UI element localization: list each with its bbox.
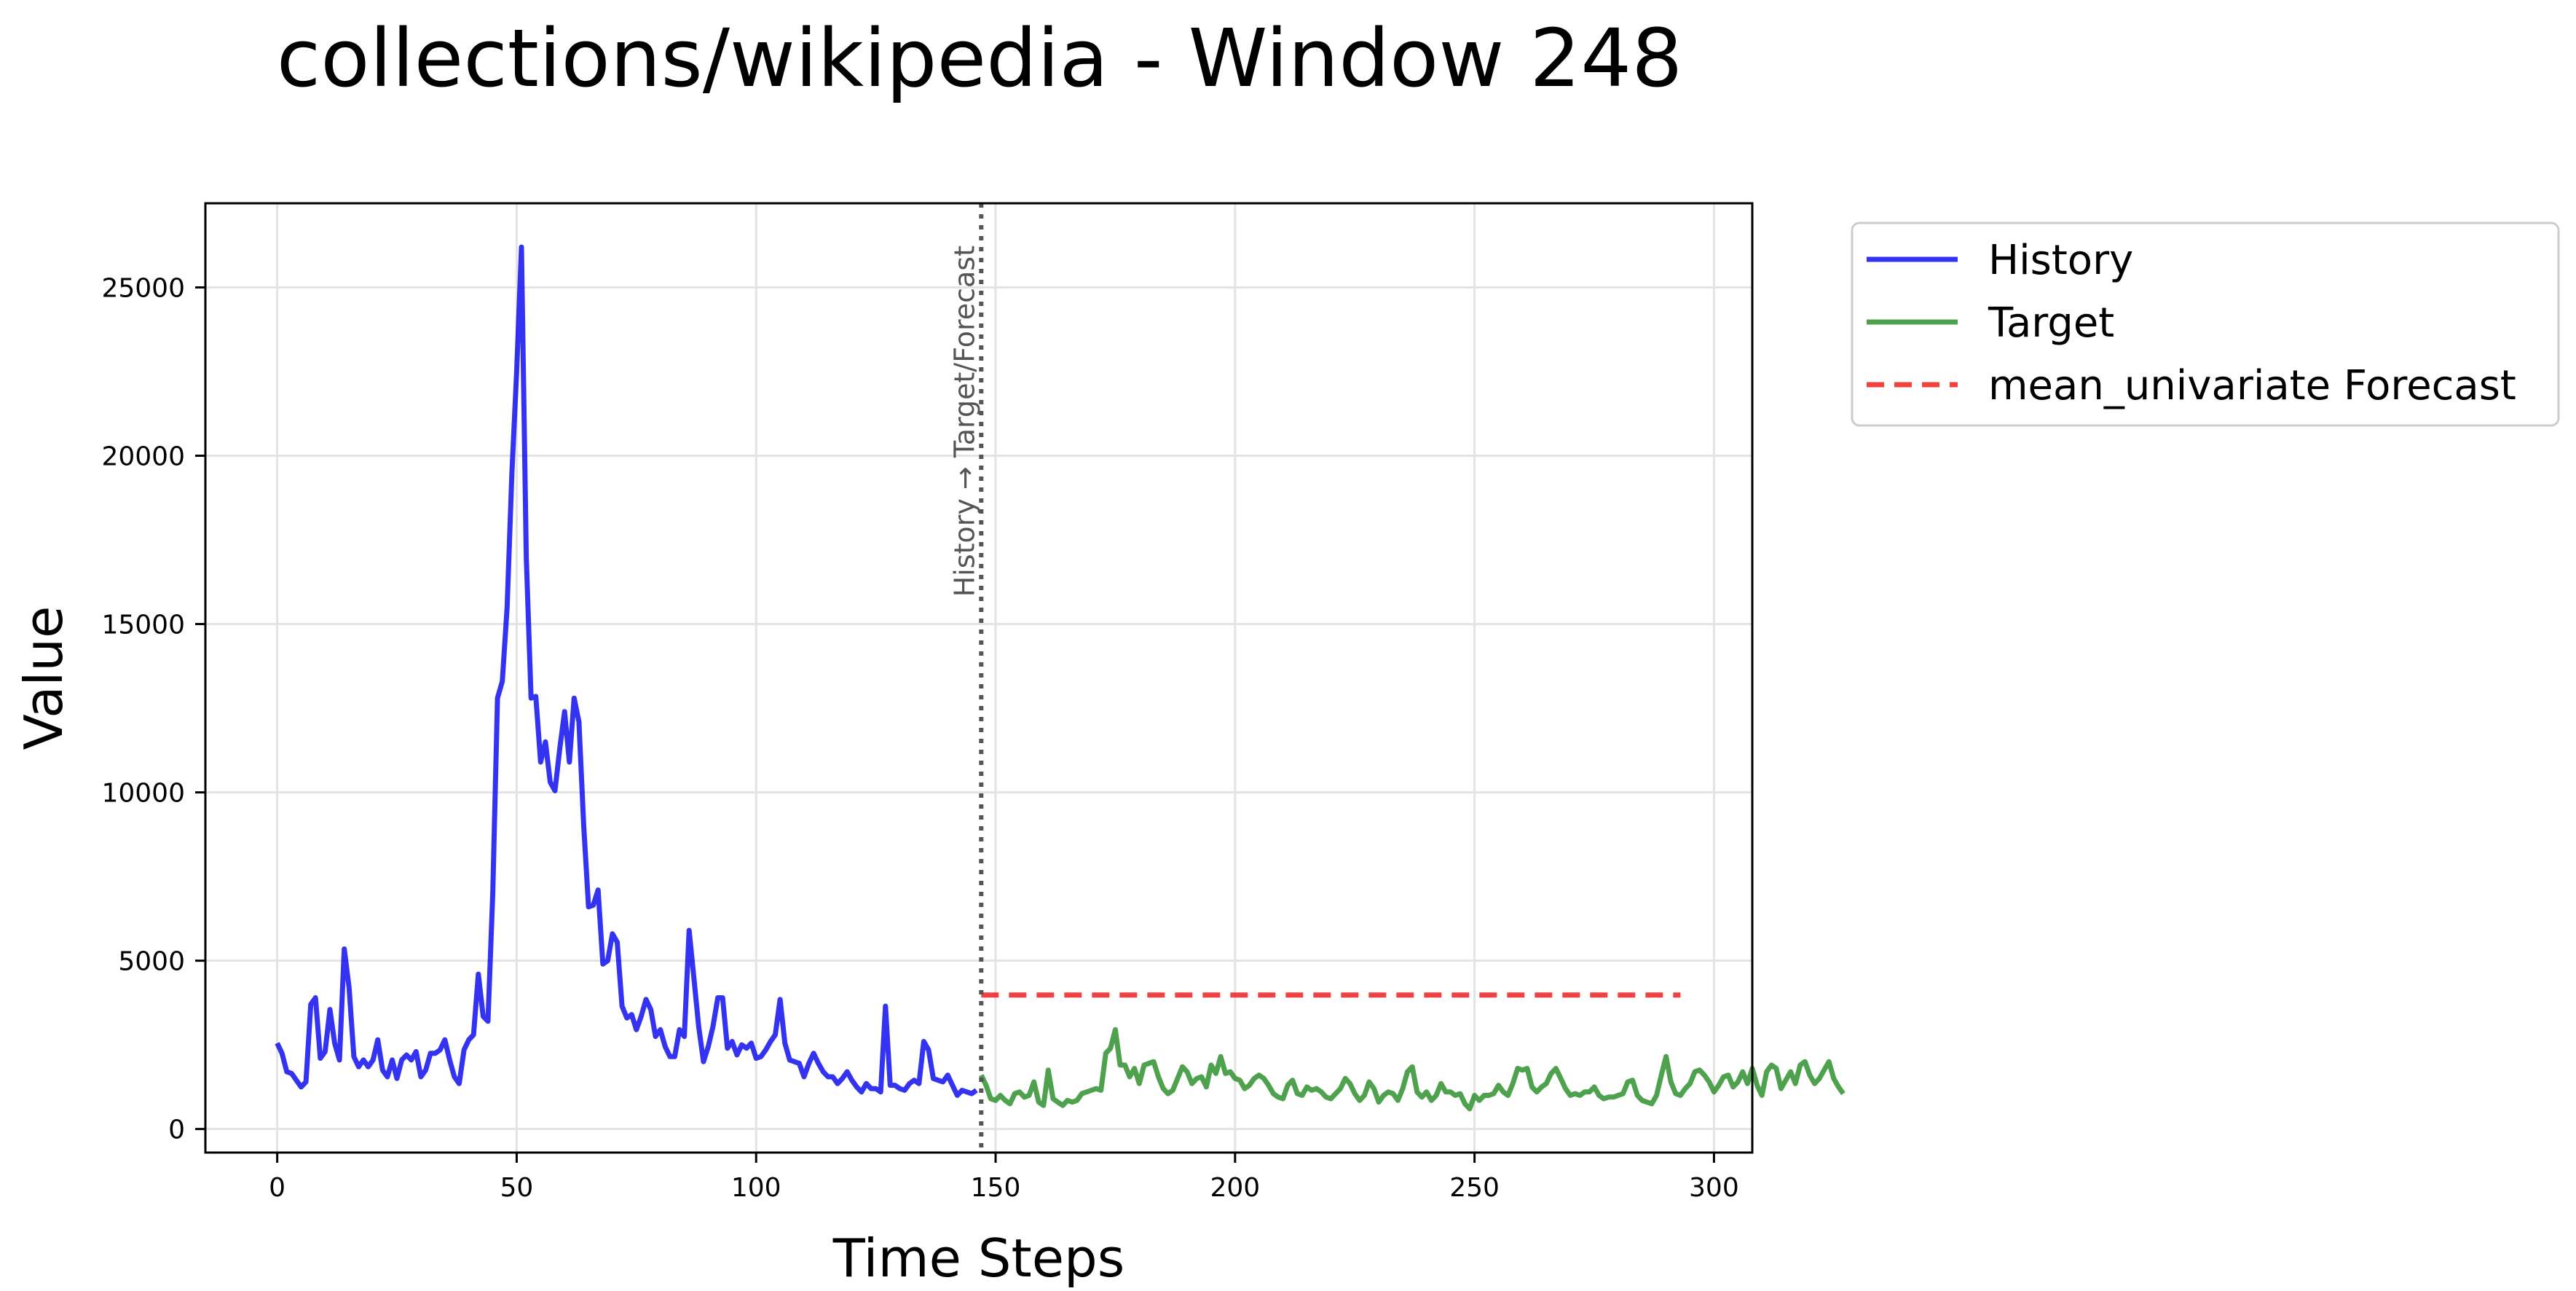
split-annotation: History → Target/Forecast: [948, 246, 980, 597]
y-tick-label: 5000: [118, 947, 185, 977]
legend-label-mean-univariate-forecast: mean_univariate Forecast: [1988, 362, 2516, 409]
y-axis-ticks: 0 5000 10000 15000 20000 25000: [101, 274, 205, 1145]
y-tick-label: 15000: [101, 611, 185, 640]
y-tick-label: 20000: [101, 442, 185, 472]
x-tick-label: 50: [500, 1173, 534, 1203]
x-axis-label: Time Steps: [832, 1228, 1125, 1289]
x-axis-ticks: 0 50 100 150 200 250 300: [269, 1153, 1739, 1203]
legend-label-target: Target: [1988, 299, 2114, 347]
split-marker: History → Target/Forecast: [948, 203, 984, 1153]
y-tick-label: 10000: [101, 779, 185, 809]
x-tick-label: 150: [971, 1173, 1021, 1203]
legend-label-history: History: [1988, 237, 2133, 284]
x-tick-label: 100: [731, 1173, 781, 1203]
x-tick-label: 250: [1449, 1173, 1500, 1203]
y-axis-label: Value: [13, 606, 74, 750]
x-tick-label: 300: [1689, 1173, 1739, 1203]
y-tick-label: 25000: [101, 274, 185, 304]
grid: [205, 203, 1752, 1153]
y-tick-label: 0: [168, 1115, 185, 1145]
plot-frame: [204, 202, 1754, 1154]
series-line-history: [275, 244, 978, 1098]
chart-title: collections/wikipedia - Window 248: [277, 12, 1682, 105]
series-layer: [275, 244, 1846, 1112]
legend-box: [1851, 221, 2560, 427]
series-line-target: [979, 1027, 1846, 1112]
legend: History Target mean_univariate Forecast: [1851, 221, 2560, 427]
x-tick-label: 200: [1210, 1173, 1260, 1203]
x-tick-label: 0: [269, 1173, 285, 1203]
